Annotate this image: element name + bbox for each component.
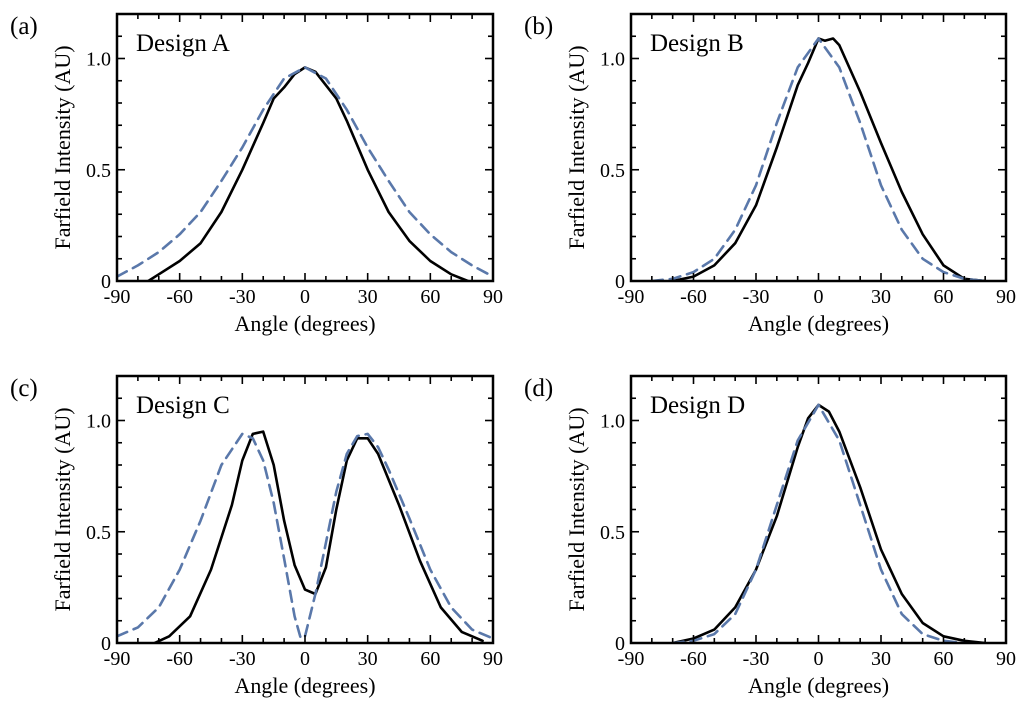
x-tick-label: 30 [358, 648, 378, 670]
series-line-solid [671, 37, 987, 281]
y-tick-label: 0.5 [86, 160, 111, 182]
panel-letter: (c) [10, 375, 38, 402]
y-axis-label: Farfield Intensity (AU) [50, 407, 75, 611]
chart-title: Design D [650, 392, 745, 419]
chart-panel: -90 -60 -30 0 30 60 90 0 0.5 1.0 Angle (degrees) Fa… [10, 374, 503, 698]
chart-panel: -90 -60 -30 0 30 60 90 0 0.5 1.0 Angle (degrees) Fa… [524, 12, 1016, 336]
y-tick-label: 1.0 [600, 411, 625, 433]
series-line-dashed [650, 37, 987, 281]
x-tick-label: -90 [618, 648, 645, 670]
x-tick-label: -90 [104, 648, 131, 670]
x-tick-label: -60 [680, 286, 707, 308]
x-axis-label: Angle (degrees) [234, 311, 375, 336]
panel-letter: (a) [10, 13, 38, 40]
series-line-solid [153, 430, 484, 643]
y-tick-label: 0 [615, 633, 625, 655]
chart-panel: -90 -60 -30 0 30 60 90 0 0.5 1.0 Angle (degrees) Fa… [10, 12, 503, 336]
x-tick-label: -60 [166, 286, 193, 308]
x-tick-label: -30 [743, 648, 770, 670]
panel-letter: (d) [524, 375, 553, 402]
panel-letter: (b) [524, 13, 553, 40]
x-tick-label: -30 [229, 286, 256, 308]
x-axis-label: Angle (degrees) [748, 311, 889, 336]
x-axis-label: Angle (degrees) [748, 673, 889, 698]
y-tick-label: 1.0 [86, 411, 111, 433]
x-tick-label: 90 [483, 648, 503, 670]
series-line-dashed [117, 432, 493, 640]
y-tick-label: 0 [101, 271, 111, 293]
x-tick-label: 60 [934, 286, 954, 308]
y-tick-label: 1.0 [600, 49, 625, 71]
chart-title: Design A [136, 30, 230, 57]
x-axis-label: Angle (degrees) [234, 673, 375, 698]
y-tick-label: 0.5 [600, 160, 625, 182]
x-tick-label: 0 [814, 648, 824, 670]
chart-title: Design C [136, 392, 230, 419]
x-tick-label: 60 [420, 286, 440, 308]
x-tick-label: 0 [300, 648, 310, 670]
x-tick-label: -30 [229, 648, 256, 670]
y-axis-label: Farfield Intensity (AU) [564, 407, 589, 611]
series-line-solid [671, 403, 987, 643]
y-tick-label: 0 [615, 271, 625, 293]
chart-panel: -90 -60 -30 0 30 60 90 0 0.5 1.0 Angle (degrees) Fa… [524, 374, 1016, 698]
x-tick-label: 90 [483, 286, 503, 308]
y-tick-label: 1.0 [86, 49, 111, 71]
x-tick-label: -90 [104, 286, 131, 308]
series-line-dashed [671, 403, 966, 643]
x-tick-label: -90 [618, 286, 645, 308]
x-tick-label: 0 [300, 286, 310, 308]
y-axis-label: Farfield Intensity (AU) [50, 45, 75, 249]
x-tick-label: 90 [996, 286, 1016, 308]
x-tick-label: 30 [358, 286, 378, 308]
series-line-dashed [117, 66, 493, 278]
x-tick-label: 60 [420, 648, 440, 670]
x-tick-label: -30 [743, 286, 770, 308]
x-tick-label: -60 [680, 648, 707, 670]
x-tick-label: -60 [166, 648, 193, 670]
y-tick-label: 0.5 [86, 522, 111, 544]
x-tick-label: 90 [996, 648, 1016, 670]
series-line-solid [147, 66, 470, 281]
chart-title: Design B [650, 30, 744, 57]
x-tick-label: 30 [871, 286, 891, 308]
x-tick-label: 30 [871, 648, 891, 670]
x-tick-label: 0 [814, 286, 824, 308]
y-tick-label: 0.5 [600, 522, 625, 544]
y-tick-label: 0 [101, 633, 111, 655]
x-tick-label: 60 [934, 648, 954, 670]
y-axis-label: Farfield Intensity (AU) [564, 45, 589, 249]
